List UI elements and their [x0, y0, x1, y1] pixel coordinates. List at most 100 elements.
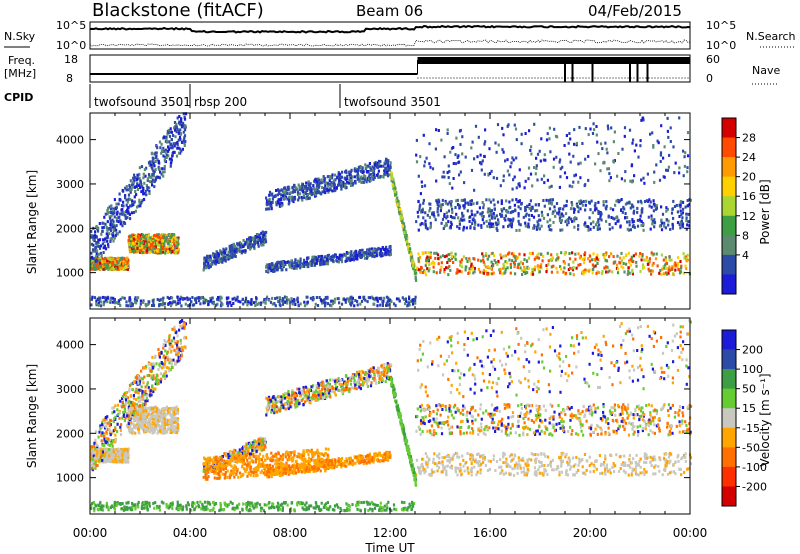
- heatmap-cell: [517, 214, 520, 218]
- heatmap-cell: [380, 164, 383, 168]
- heatmap-cell: [514, 208, 517, 212]
- heatmap-cell: [612, 140, 615, 144]
- heatmap-cell: [234, 255, 237, 258]
- heatmap-cell: [509, 211, 512, 215]
- heatmap-cell: [232, 243, 236, 246]
- heatmap-cell: [134, 296, 137, 300]
- heatmap-cell: [356, 303, 359, 307]
- heatmap-cell: [244, 249, 247, 253]
- heatmap-cell: [605, 207, 608, 211]
- heatmap-cell: [456, 268, 459, 272]
- heatmap-cell: [631, 218, 634, 222]
- heatmap-cell: [515, 156, 518, 160]
- heatmap-cell: [141, 245, 144, 249]
- heatmap-cell: [502, 133, 505, 137]
- heatmap-cell: [523, 186, 526, 190]
- heatmap-cell: [463, 205, 466, 208]
- heatmap-cell: [480, 161, 483, 165]
- heatmap-cell: [348, 181, 351, 185]
- heatmap-cell: [496, 262, 499, 266]
- heatmap-cell: [163, 167, 166, 171]
- heatmap-cell: [290, 297, 293, 301]
- heatmap-cell: [103, 237, 107, 241]
- heatmap-cell: [317, 185, 320, 189]
- heatmap-cell: [293, 183, 296, 187]
- heatmap-cell: [258, 301, 261, 305]
- heatmap-cell: [299, 185, 302, 189]
- heatmap-cell: [509, 165, 512, 169]
- heatmap-cell: [665, 261, 668, 265]
- heatmap-cell: [290, 259, 293, 263]
- heatmap-cell: [354, 257, 357, 261]
- heatmap-cell: [616, 198, 620, 202]
- heatmap-cell: [253, 245, 256, 249]
- heatmap-cell: [99, 251, 102, 255]
- heatmap-cell: [668, 265, 671, 269]
- heatmap-cell: [344, 259, 347, 263]
- heatmap-cell: [593, 258, 596, 261]
- heatmap-cell: [386, 300, 389, 304]
- heatmap-cell: [564, 220, 567, 224]
- heatmap-cell: [660, 218, 663, 222]
- heatmap-cell: [294, 263, 297, 267]
- heatmap-cell: [152, 239, 155, 243]
- heatmap-cell: [492, 254, 496, 257]
- heatmap-cell: [405, 235, 408, 239]
- heatmap-cell: [555, 266, 558, 270]
- heatmap-cell: [323, 301, 326, 305]
- heatmap-cell: [670, 267, 673, 271]
- heatmap-cell: [514, 259, 517, 263]
- heatmap-cell: [665, 258, 668, 262]
- heatmap-cell: [103, 240, 106, 244]
- heatmap-cell: [460, 198, 463, 202]
- heatmap-cell: [483, 263, 486, 266]
- heatmap-cell: [163, 164, 166, 168]
- heatmap-cell: [253, 301, 256, 305]
- heatmap-cell: [422, 198, 425, 202]
- heatmap-cell: [652, 144, 655, 147]
- heatmap-cell: [283, 295, 287, 299]
- heatmap-cell: [357, 165, 360, 169]
- heatmap-cell: [304, 192, 307, 196]
- heatmap-cell: [159, 170, 162, 174]
- heatmap-cell: [148, 192, 151, 195]
- heatmap-cell: [131, 203, 134, 207]
- heatmap-cell: [128, 185, 131, 189]
- heatmap-cell: [179, 138, 182, 142]
- heatmap-cell: [171, 301, 174, 305]
- heatmap-cell: [383, 296, 386, 300]
- heatmap-cell: [283, 186, 287, 190]
- heatmap-cell: [96, 267, 99, 270]
- heatmap-cell: [120, 204, 124, 207]
- y-tick-label: 2000: [56, 222, 84, 235]
- heatmap-cell: [445, 223, 448, 227]
- heatmap-cell: [440, 221, 443, 225]
- heatmap-cell: [95, 266, 98, 270]
- heatmap-cell: [604, 253, 607, 257]
- heatmap-cell: [537, 256, 541, 260]
- heatmap-cell: [494, 141, 497, 145]
- heatmap-cell: [97, 301, 100, 305]
- heatmap-cell: [292, 188, 295, 192]
- heatmap-cell: [226, 304, 229, 308]
- heatmap-cell: [429, 251, 432, 255]
- heatmap-cell: [281, 299, 284, 302]
- heatmap-cell: [201, 296, 204, 299]
- heatmap-cell: [270, 207, 273, 211]
- heatmap-cell: [678, 116, 681, 120]
- heatmap-cell: [334, 297, 337, 301]
- heatmap-cell: [141, 238, 144, 242]
- heatmap-cell: [504, 267, 507, 271]
- heatmap-cell: [165, 156, 168, 159]
- heatmap-cell: [512, 217, 515, 221]
- heatmap-cell: [224, 251, 227, 255]
- heatmap-cell: [205, 266, 208, 270]
- heatmap-cell: [150, 180, 153, 184]
- heatmap-cell: [215, 303, 218, 307]
- heatmap-cell: [267, 202, 271, 206]
- heatmap-cell: [160, 142, 163, 146]
- heatmap-cell: [347, 251, 350, 255]
- heatmap-cell: [598, 227, 601, 231]
- heatmap-cell: [342, 180, 345, 184]
- heatmap-cell: [163, 246, 166, 250]
